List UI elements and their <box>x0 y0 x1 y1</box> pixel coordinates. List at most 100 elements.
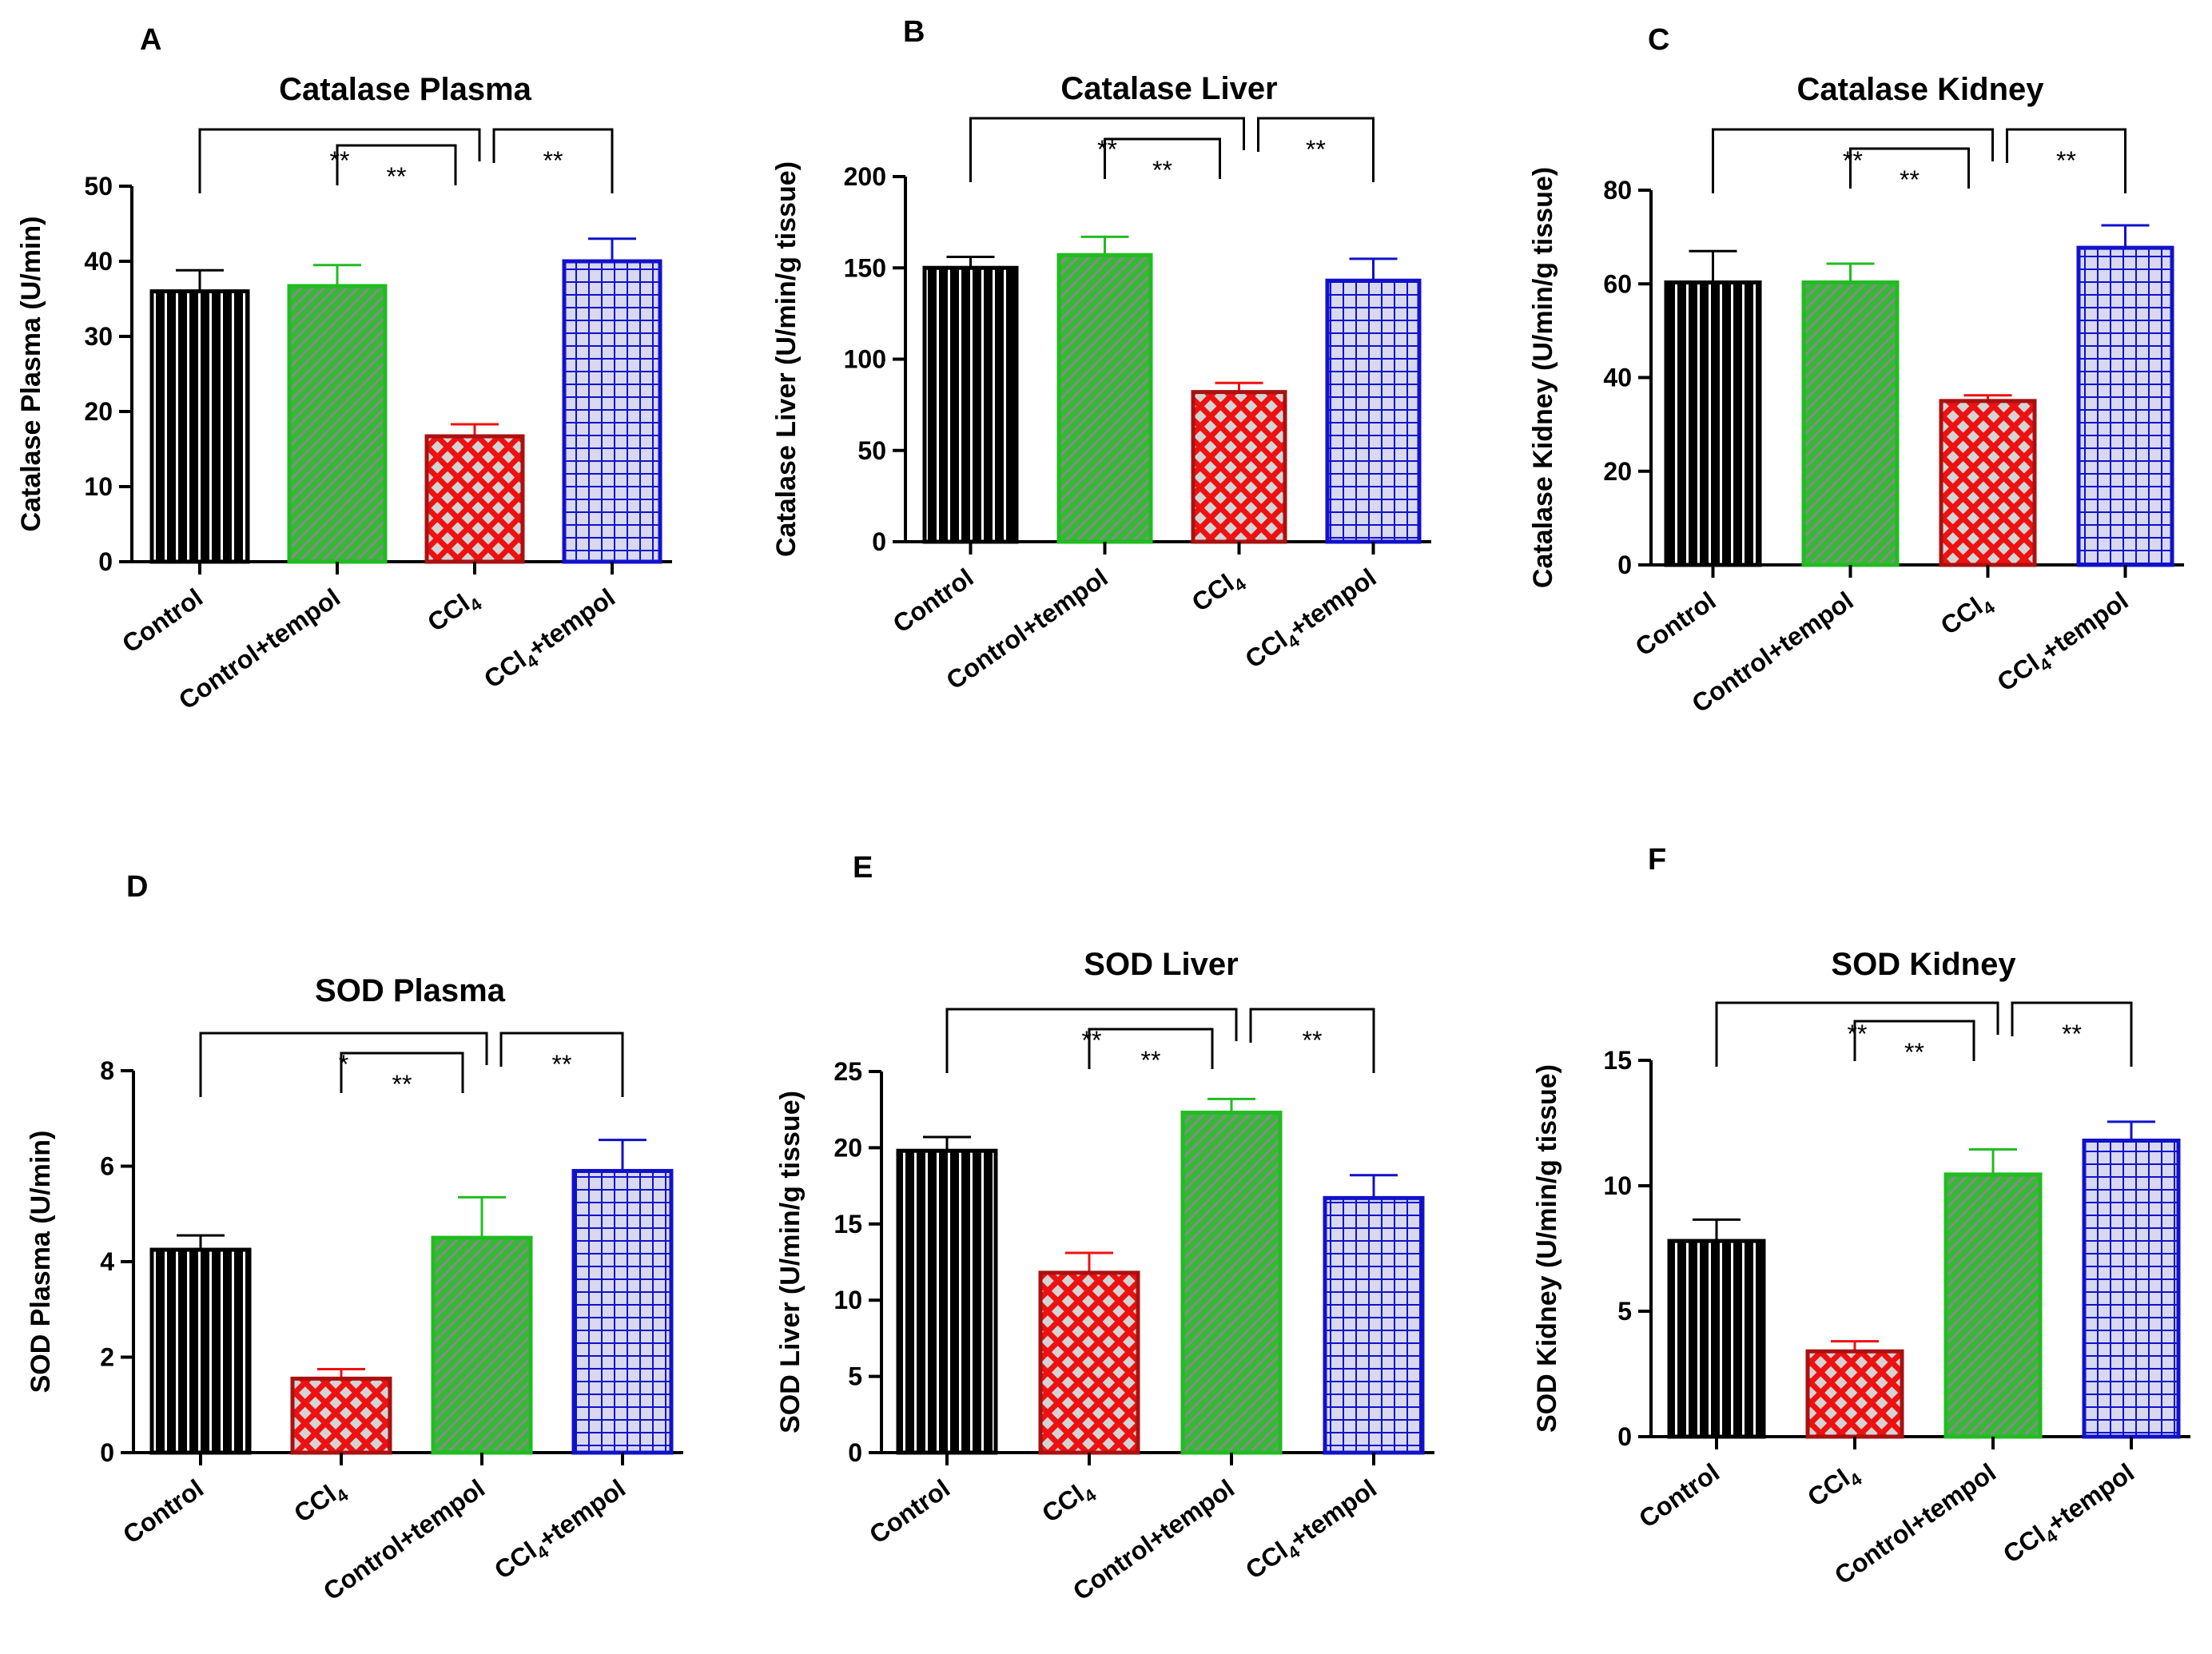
significance-bracket <box>492 128 614 193</box>
significance-label: ** <box>392 1070 412 1099</box>
significance-label: ** <box>1900 165 1920 194</box>
significance-label: ** <box>1306 135 1326 164</box>
y-tick-label: 150 <box>844 253 886 282</box>
significance-label: ** <box>2056 146 2076 175</box>
significance-bracket <box>2006 128 2126 193</box>
significance-bracket <box>1715 1001 1999 1067</box>
panel-letter-c: C <box>1648 23 1669 57</box>
bar <box>1664 280 1762 567</box>
significance-bracket <box>1249 1008 1375 1073</box>
significance-bracket <box>1853 1020 1975 1061</box>
significance-label: ** <box>387 162 407 191</box>
bar <box>2076 245 2174 567</box>
y-tick-label: 15 <box>1603 1046 1632 1075</box>
y-axis-label: Catalase Kidney (U/min/g tissue) <box>1528 167 1558 588</box>
chart-title: Catalase Plasma <box>279 72 532 107</box>
y-tick-label: 60 <box>1603 269 1632 298</box>
significance-bracket <box>198 128 481 193</box>
x-tick-label: CCl4+tempol <box>1239 563 1383 678</box>
bar <box>571 1168 674 1455</box>
y-tick-label: 10 <box>84 472 113 501</box>
bar <box>1056 252 1153 544</box>
chart-panel-a: Catalase Plasma Catalase Plasma (U/min) 0 1… <box>16 72 672 715</box>
bar <box>149 289 250 564</box>
bar <box>1323 1195 1425 1455</box>
significance-bracket <box>1712 128 1994 193</box>
bar <box>1939 399 2037 567</box>
y-tick-label: 40 <box>84 247 113 276</box>
significance-bracket <box>336 144 457 185</box>
x-tick-label: Control <box>888 563 979 638</box>
chart-panel-d: SOD Plasma SOD Plasma (U/min) 0 2 4 6 8 Control… <box>26 973 683 1606</box>
chart-title: SOD Plasma <box>315 973 506 1008</box>
bar <box>1325 278 1422 544</box>
x-tick-label: CCl4 <box>1802 1457 1866 1516</box>
x-tick-label: Control <box>1633 1457 1725 1533</box>
significance-bracket <box>945 1008 1238 1073</box>
significance-bracket <box>1257 117 1375 182</box>
y-tick-label: 5 <box>848 1362 862 1391</box>
y-tick-label: 10 <box>1603 1171 1632 1200</box>
y-tick-label: 2 <box>100 1343 114 1372</box>
y-tick-label: 80 <box>1603 176 1632 205</box>
significance-bracket <box>1088 1028 1214 1069</box>
y-tick-label: 20 <box>84 397 113 426</box>
y-tick-label: 0 <box>1617 1422 1632 1451</box>
y-tick-label: 10 <box>833 1286 862 1314</box>
significance-label: ** <box>1152 156 1172 185</box>
y-tick-label: 5 <box>1617 1297 1632 1326</box>
bar <box>896 1148 998 1455</box>
y-axis-label: SOD Plasma (U/min) <box>26 1131 56 1394</box>
x-tick-label: Control <box>117 1473 209 1549</box>
y-tick-label: 6 <box>100 1152 114 1181</box>
chart-title: SOD Kidney <box>1831 947 2016 982</box>
chart-title: Catalase Kidney <box>1796 72 2044 107</box>
y-tick-label: 200 <box>844 162 886 191</box>
chart-panel-c: Catalase Kidney Catalase Kidney (U/min/g … <box>1528 72 2184 718</box>
bar <box>290 1376 392 1455</box>
x-tick-label: Control <box>1630 586 1721 662</box>
panel-letter-a: A <box>140 23 161 57</box>
panel-letter-f: F <box>1648 843 1666 877</box>
chart-title: SOD Liver <box>1084 947 1238 982</box>
significance-label: ** <box>1904 1038 1924 1067</box>
bar <box>2082 1138 2181 1439</box>
x-tick-label: CCl4 <box>288 1473 352 1532</box>
chart-panel-f: SOD Kidney SOD Kidney (U/min/g tissue) 0 5 1… <box>1532 947 2190 1590</box>
y-tick-label: 0 <box>1617 551 1632 579</box>
panel-letter-e: E <box>853 851 873 885</box>
significance-bracket <box>499 1032 624 1097</box>
significance-bracket <box>340 1052 464 1093</box>
significance-label: ** <box>1848 1020 1868 1048</box>
significance-label: ** <box>1082 1026 1102 1055</box>
y-tick-label: 0 <box>848 1438 862 1467</box>
significance-label: ** <box>330 146 350 175</box>
y-tick-label: 100 <box>844 345 886 374</box>
significance-bracket <box>969 117 1245 182</box>
significance-label: ** <box>543 146 563 175</box>
bar <box>1038 1270 1140 1455</box>
bar <box>1191 390 1287 544</box>
chart-panel-b: Catalase Liver Catalase Liver (U/min/g ti… <box>771 71 1431 695</box>
y-tick-label: 25 <box>833 1057 862 1086</box>
y-axis-label: SOD Kidney (U/min/g tissue) <box>1532 1064 1562 1433</box>
y-tick-label: 50 <box>857 436 886 465</box>
x-tick-label: CCl4+tempol <box>1240 1473 1384 1588</box>
y-tick-label: 30 <box>84 322 113 351</box>
significance-label: ** <box>1843 146 1863 175</box>
y-tick-label: 4 <box>100 1247 114 1276</box>
y-tick-label: 20 <box>833 1133 862 1162</box>
significance-bracket <box>2011 1001 2133 1067</box>
significance-bracket <box>1849 147 1970 189</box>
bar <box>1180 1111 1283 1455</box>
y-axis-label: Catalase Plasma (U/min) <box>16 217 46 532</box>
y-tick-label: 0 <box>98 547 113 576</box>
bar <box>431 1235 533 1455</box>
significance-label: ** <box>2062 1020 2082 1048</box>
x-tick-label: CCl4 <box>1036 1473 1100 1532</box>
panel-letter-d: D <box>126 870 148 904</box>
x-tick-label: CCl4+tempol <box>1991 586 2135 701</box>
significance-label: ** <box>1141 1046 1161 1075</box>
bar <box>424 434 525 564</box>
